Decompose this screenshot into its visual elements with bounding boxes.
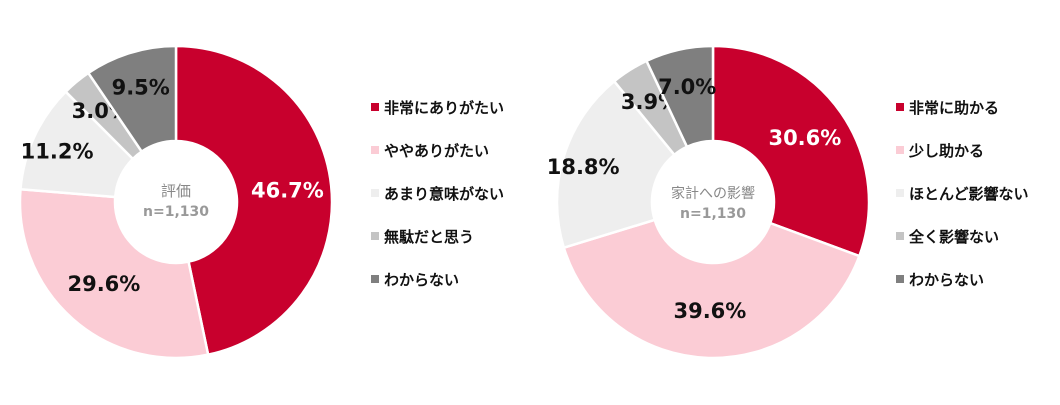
- legend-item: あまり意味がない: [371, 182, 504, 204]
- legend-evaluation: 非常にありがたい ややありがたい あまり意味がない 無駄だと思う わからない: [371, 96, 504, 311]
- legend-label: 少し助かる: [909, 141, 985, 160]
- data-label: 39.6%: [673, 299, 746, 323]
- legend-household-impact: 非常に助かる 少し助かる ほとんど影響ない 全く影響ない わからない: [896, 96, 1029, 311]
- center-label-evaluation: 評価 n=1,130: [143, 182, 209, 220]
- legend-swatch: [371, 189, 379, 197]
- legend-label: わからない: [384, 270, 460, 289]
- donut-chart-evaluation: 46.7%29.6%11.2%3.0%9.5%: [18, 44, 334, 360]
- legend-label: 無駄だと思う: [384, 227, 475, 246]
- center-label-household-impact: 家計への影響 n=1,130: [671, 185, 755, 222]
- donut-slice: [555, 79, 677, 250]
- legend-label: 全く影響ない: [909, 227, 1000, 246]
- legend-item: わからない: [371, 268, 504, 290]
- legend-swatch: [371, 275, 379, 283]
- legend-swatch: [896, 146, 904, 154]
- data-label: 11.2%: [21, 140, 94, 164]
- legend-swatch: [371, 103, 379, 111]
- data-label: 29.6%: [67, 272, 140, 296]
- legend-item: 少し助かる: [896, 139, 1029, 161]
- legend-item: 無駄だと思う: [371, 225, 504, 247]
- donut-chart-household-impact: 30.6%39.6%18.8%3.9%7.0%: [547, 44, 871, 360]
- legend-label: 非常にありがたい: [384, 98, 505, 117]
- legend-item: ややありがたい: [371, 139, 504, 161]
- legend-swatch: [896, 189, 904, 197]
- data-label: 46.7%: [251, 178, 324, 202]
- donut-slice: [174, 44, 334, 357]
- legend-item: 非常に助かる: [896, 96, 1029, 118]
- donut-slice: [18, 187, 210, 360]
- data-label: 18.8%: [547, 155, 620, 179]
- legend-label: ややありがたい: [384, 141, 490, 160]
- legend-item: ほとんど影響ない: [896, 182, 1029, 204]
- legend-item: わからない: [896, 268, 1029, 290]
- legend-swatch: [896, 103, 904, 111]
- legend-swatch: [896, 275, 904, 283]
- donut-slice: [86, 44, 178, 154]
- center-subtitle: n=1,130: [143, 204, 209, 220]
- center-subtitle: n=1,130: [680, 206, 746, 222]
- donut-slice: [711, 44, 871, 258]
- data-label: 7.0%: [658, 75, 716, 99]
- center-title: 家計への影響: [671, 185, 755, 202]
- data-label: 30.6%: [768, 126, 841, 150]
- center-title: 評価: [161, 182, 191, 200]
- data-label: 9.5%: [112, 75, 170, 99]
- legend-item: 非常にありがたい: [371, 96, 504, 118]
- legend-swatch: [371, 146, 379, 154]
- donut-slice: [562, 218, 861, 360]
- legend-label: あまり意味がない: [384, 184, 505, 203]
- legend-swatch: [896, 232, 904, 240]
- legend-swatch: [371, 232, 379, 240]
- legend-item: 全く影響ない: [896, 225, 1029, 247]
- legend-label: 非常に助かる: [909, 98, 1000, 117]
- legend-label: ほとんど影響ない: [909, 184, 1029, 203]
- donut-slice: [644, 44, 715, 149]
- legend-label: わからない: [909, 270, 985, 289]
